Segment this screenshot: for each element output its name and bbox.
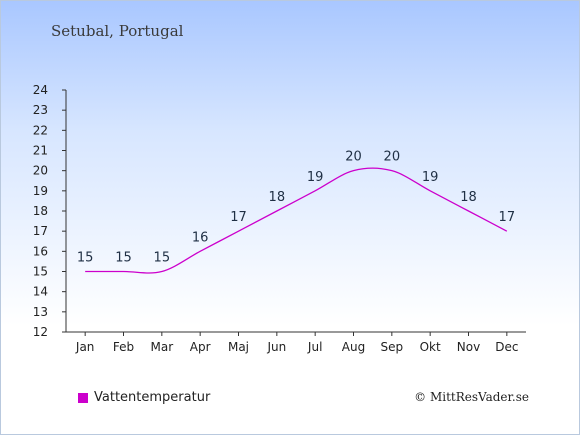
data-label: 19 bbox=[307, 170, 324, 185]
legend-swatch bbox=[78, 392, 88, 403]
data-label: 18 bbox=[269, 190, 286, 205]
x-tick-label: Okt bbox=[420, 340, 441, 354]
x-tick-label: Dec bbox=[495, 340, 518, 354]
data-label: 16 bbox=[192, 230, 209, 245]
x-tick-label: Aug bbox=[342, 340, 365, 354]
data-label: 20 bbox=[384, 150, 401, 165]
y-tick-label: 23 bbox=[33, 103, 48, 117]
x-tick-label: Sep bbox=[381, 340, 404, 354]
data-label: 19 bbox=[422, 170, 439, 185]
y-tick-label: 16 bbox=[33, 244, 48, 258]
x-tick-label: Maj bbox=[228, 340, 249, 354]
y-tick-label: 17 bbox=[33, 224, 48, 238]
series-line-vattentemperatur bbox=[85, 167, 508, 274]
data-label: 17 bbox=[230, 210, 247, 225]
legend-label: Vattentemperatur bbox=[94, 390, 211, 405]
x-tick-label: Feb bbox=[113, 340, 134, 354]
x-tick-label: Jun bbox=[266, 340, 286, 354]
data-label: 20 bbox=[345, 150, 362, 165]
x-tick-label: Mar bbox=[151, 340, 174, 354]
x-tick-label: Apr bbox=[190, 340, 211, 354]
credit-text: © MittResVader.se bbox=[414, 390, 529, 404]
y-tick-label: 21 bbox=[33, 144, 48, 158]
y-tick-label: 12 bbox=[33, 325, 48, 339]
x-tick-label: Jan bbox=[75, 340, 95, 354]
chart-title: Setubal, Portugal bbox=[51, 22, 184, 40]
data-label: 15 bbox=[115, 251, 132, 266]
data-label: 17 bbox=[499, 210, 516, 225]
y-tick-label: 14 bbox=[33, 285, 48, 299]
y-tick-label: 24 bbox=[33, 83, 48, 97]
y-tick-label: 22 bbox=[33, 123, 48, 137]
data-label: 18 bbox=[460, 190, 477, 205]
y-tick-label: 13 bbox=[33, 305, 48, 319]
y-tick-label: 20 bbox=[33, 164, 48, 178]
y-tick-label: 15 bbox=[33, 265, 48, 279]
legend: Vattentemperatur bbox=[78, 390, 210, 405]
data-label: 15 bbox=[77, 251, 94, 266]
x-tick-label: Jul bbox=[307, 340, 322, 354]
data-label: 15 bbox=[154, 251, 171, 266]
y-tick-label: 19 bbox=[33, 184, 48, 198]
y-tick-label: 18 bbox=[33, 204, 48, 218]
x-tick-label: Nov bbox=[457, 340, 480, 354]
